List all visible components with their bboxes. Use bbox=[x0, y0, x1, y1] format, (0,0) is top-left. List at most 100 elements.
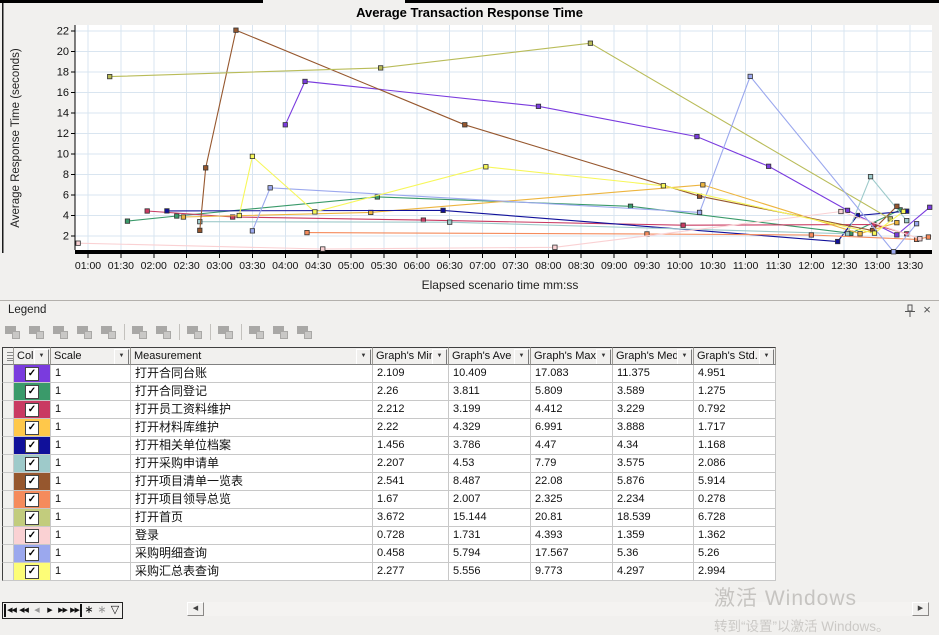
graph-ave-cell: 3.199 bbox=[449, 401, 531, 419]
show-all-measurements-icon[interactable] bbox=[2, 322, 24, 342]
pin-icon[interactable] bbox=[903, 304, 917, 318]
graph-ave-cell: 4.329 bbox=[449, 419, 531, 437]
view-measurement-icon[interactable] bbox=[74, 322, 96, 342]
color-swatch-cell[interactable]: ✓ bbox=[14, 527, 51, 545]
show-measurement-checkbox[interactable]: ✓ bbox=[25, 474, 39, 489]
column-header-Graph's Med[interactable]: Graph's Med ▼ bbox=[613, 347, 694, 365]
column-header-row-selector[interactable] bbox=[2, 347, 14, 365]
last-record-button[interactable]: ▶▶ bbox=[69, 604, 82, 617]
column-header-Graph's Ave[interactable]: Graph's Ave ▼ bbox=[449, 347, 531, 365]
color-swatch-cell[interactable]: ✓ bbox=[14, 491, 51, 509]
show-measurement-checkbox[interactable]: ✓ bbox=[25, 528, 39, 543]
copy-to-clipboard-icon[interactable] bbox=[153, 322, 175, 342]
row-selector[interactable] bbox=[2, 455, 14, 473]
row-selector[interactable] bbox=[2, 419, 14, 437]
show-measurement-checkbox[interactable]: ✓ bbox=[25, 420, 39, 435]
export-icon[interactable] bbox=[246, 322, 268, 342]
show-measurement-checkbox[interactable]: ✓ bbox=[25, 438, 39, 453]
column-filter-dropdown-icon[interactable]: ▼ bbox=[114, 349, 129, 364]
column-filter-dropdown-icon[interactable]: ▼ bbox=[759, 349, 774, 364]
hide-all-measurements-icon[interactable] bbox=[26, 322, 48, 342]
column-header-Col[interactable]: Col ▼ bbox=[14, 347, 51, 365]
column-filter-dropdown-icon[interactable]: ▼ bbox=[677, 349, 692, 364]
scroll-right-icon[interactable]: ▶ bbox=[912, 602, 929, 616]
data-point bbox=[835, 238, 841, 245]
show-measurement-checkbox[interactable]: ✓ bbox=[25, 456, 39, 471]
animate-icon[interactable] bbox=[270, 322, 292, 342]
column-header-Graph's Mini[interactable]: Graph's Mini ▼ bbox=[373, 347, 449, 365]
row-selector[interactable] bbox=[2, 491, 14, 509]
row-selector[interactable] bbox=[2, 401, 14, 419]
graph-med-cell: 2.234 bbox=[613, 491, 694, 509]
configure-columns-icon[interactable] bbox=[215, 322, 237, 342]
data-point bbox=[904, 218, 910, 224]
graph-max-cell: 4.47 bbox=[531, 437, 613, 455]
data-point bbox=[282, 122, 288, 128]
show-measurement-checkbox[interactable]: ✓ bbox=[25, 384, 39, 399]
column-filter-dropdown-icon[interactable]: ▼ bbox=[34, 349, 49, 364]
color-swatch-cell[interactable]: ✓ bbox=[14, 365, 51, 383]
color-swatch-cell[interactable]: ✓ bbox=[14, 473, 51, 491]
column-filter-dropdown-icon[interactable]: ▼ bbox=[514, 349, 529, 364]
column-header-Graph's Max[interactable]: Graph's Max ▼ bbox=[531, 347, 613, 365]
column-filter-dropdown-icon[interactable]: ▼ bbox=[356, 349, 371, 364]
row-selector[interactable] bbox=[2, 563, 14, 581]
row-selector[interactable] bbox=[2, 545, 14, 563]
legend-panel-header: Legend × bbox=[0, 302, 939, 319]
append-record-button[interactable]: ∗ bbox=[97, 604, 106, 616]
show-measurement-checkbox[interactable]: ✓ bbox=[25, 510, 39, 525]
color-swatch-cell[interactable]: ✓ bbox=[14, 509, 51, 527]
column-filter-dropdown-icon[interactable]: ▼ bbox=[432, 349, 447, 364]
column-header-Scale[interactable]: Scale ▼ bbox=[51, 347, 131, 365]
color-swatch-cell[interactable]: ✓ bbox=[14, 545, 51, 563]
column-header-label: Graph's Std. bbox=[697, 350, 758, 362]
row-selector[interactable] bbox=[2, 437, 14, 455]
show-measurement-checkbox[interactable]: ✓ bbox=[25, 492, 39, 507]
insert-record-button[interactable]: ∗ bbox=[84, 604, 93, 616]
column-header-Measurement[interactable]: Measurement ▼ bbox=[131, 347, 373, 365]
edit-label-icon[interactable] bbox=[184, 322, 206, 342]
horizontal-scrollbar[interactable] bbox=[204, 602, 912, 616]
toolbar-separator bbox=[210, 324, 211, 340]
first-record-button[interactable]: ◀◀ bbox=[4, 604, 17, 617]
measurement-cell: 采购汇总表查询 bbox=[131, 563, 373, 581]
color-swatch-cell[interactable]: ✓ bbox=[14, 563, 51, 581]
response-time-chart[interactable]: 01:00 01:30 02:00 02:30 03:00 03:30 04:00 04:30… bbox=[0, 0, 939, 300]
show-measurement-checkbox[interactable]: ✓ bbox=[25, 564, 39, 579]
column-filter-dropdown-icon[interactable]: ▼ bbox=[596, 349, 611, 364]
row-selector[interactable] bbox=[2, 365, 14, 383]
color-swatch-cell[interactable]: ✓ bbox=[14, 401, 51, 419]
data-point bbox=[660, 183, 667, 189]
color-swatch-cell[interactable]: ✓ bbox=[14, 419, 51, 437]
filter-records-button[interactable]: ▽ bbox=[110, 604, 119, 616]
measurement-cell: 采购明细查询 bbox=[131, 545, 373, 563]
save-icon[interactable] bbox=[294, 322, 316, 342]
row-selector[interactable] bbox=[2, 527, 14, 545]
scroll-left-icon[interactable]: ◀ bbox=[187, 602, 204, 616]
prior-record-button[interactable]: ◀ bbox=[34, 607, 39, 614]
sort-measurements-icon[interactable] bbox=[129, 322, 151, 342]
next-record-button[interactable]: ▶ bbox=[47, 607, 52, 614]
color-swatch-cell[interactable]: ✓ bbox=[14, 383, 51, 401]
show-measurement-checkbox[interactable]: ✓ bbox=[25, 546, 39, 561]
data-point bbox=[197, 219, 203, 225]
row-selector[interactable] bbox=[2, 383, 14, 401]
prior-page-button[interactable]: ◀◀ bbox=[19, 607, 29, 614]
graph-max-cell: 4.412 bbox=[531, 401, 613, 419]
data-point bbox=[535, 103, 542, 109]
graph-max-cell: 6.991 bbox=[531, 419, 613, 437]
column-header-Graph's Std.[interactable]: Graph's Std. ▼ bbox=[694, 347, 776, 365]
color-swatch-cell[interactable]: ✓ bbox=[14, 437, 51, 455]
next-page-button[interactable]: ▶▶ bbox=[58, 607, 68, 614]
data-point bbox=[249, 228, 255, 234]
row-selector[interactable] bbox=[2, 473, 14, 491]
series-采购明细查询 bbox=[249, 73, 920, 255]
row-selector[interactable] bbox=[2, 509, 14, 527]
graph-max-cell: 5.809 bbox=[531, 383, 613, 401]
show-measurement-checkbox[interactable]: ✓ bbox=[25, 366, 39, 381]
color-swatch-cell[interactable]: ✓ bbox=[14, 455, 51, 473]
copy-measurement-icon[interactable] bbox=[50, 322, 72, 342]
close-icon[interactable]: × bbox=[923, 302, 931, 317]
filter-measurements-icon[interactable] bbox=[98, 322, 120, 342]
show-measurement-checkbox[interactable]: ✓ bbox=[25, 402, 39, 417]
